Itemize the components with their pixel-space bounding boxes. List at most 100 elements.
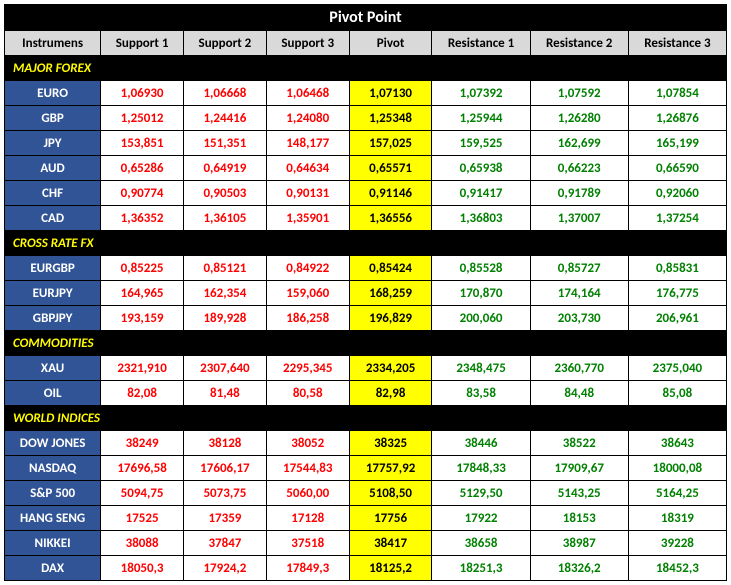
resistance3-cell: 38643 xyxy=(628,431,726,456)
header-row: InstrumensSupport 1Support 2Support 3Piv… xyxy=(5,31,727,56)
column-header: Resistance 2 xyxy=(530,31,628,56)
resistance1-cell: 83,58 xyxy=(432,381,530,406)
resistance2-cell: 1,07592 xyxy=(530,81,628,106)
pivot-cell: 17756 xyxy=(349,506,432,531)
pivot-cell: 1,36556 xyxy=(349,206,432,231)
support1-cell: 153,851 xyxy=(101,131,184,156)
resistance1-cell: 200,060 xyxy=(432,306,530,331)
support1-cell: 82,08 xyxy=(101,381,184,406)
resistance1-cell: 38658 xyxy=(432,531,530,556)
pivot-cell: 2334,205 xyxy=(349,356,432,381)
resistance2-cell: 1,26280 xyxy=(530,106,628,131)
resistance2-cell: 174,164 xyxy=(530,281,628,306)
resistance3-cell: 0,85831 xyxy=(628,256,726,281)
instrument-cell: S&P 500 xyxy=(5,481,101,506)
pivot-cell: 5108,50 xyxy=(349,481,432,506)
support2-cell: 37847 xyxy=(184,531,267,556)
data-row: EURO1,069301,066681,064681,071301,073921… xyxy=(5,81,727,106)
support2-cell: 5073,75 xyxy=(184,481,267,506)
data-row: JPY153,851151,351148,177157,025159,52516… xyxy=(5,131,727,156)
support3-cell: 0,84922 xyxy=(266,256,349,281)
section-header: WORLD INDICES xyxy=(5,406,727,431)
resistance2-cell: 18326,2 xyxy=(530,556,628,581)
instrument-cell: EURJPY xyxy=(5,281,101,306)
resistance2-cell: 38987 xyxy=(530,531,628,556)
instrument-cell: AUD xyxy=(5,156,101,181)
column-header: Resistance 1 xyxy=(432,31,530,56)
resistance2-cell: 0,91789 xyxy=(530,181,628,206)
support3-cell: 38052 xyxy=(266,431,349,456)
section-header: MAJOR FOREX xyxy=(5,56,727,81)
column-header: Support 3 xyxy=(266,31,349,56)
support3-cell: 2295,345 xyxy=(266,356,349,381)
instrument-cell: CHF xyxy=(5,181,101,206)
data-row: AUD0,652860,649190,646340,655710,659380,… xyxy=(5,156,727,181)
pivot-cell: 82,98 xyxy=(349,381,432,406)
support3-cell: 1,24080 xyxy=(266,106,349,131)
resistance1-cell: 0,85528 xyxy=(432,256,530,281)
support2-cell: 2307,640 xyxy=(184,356,267,381)
support1-cell: 1,06930 xyxy=(101,81,184,106)
support1-cell: 0,90774 xyxy=(101,181,184,206)
resistance1-cell: 2348,475 xyxy=(432,356,530,381)
instrument-cell: OIL xyxy=(5,381,101,406)
support3-cell: 17544,83 xyxy=(266,456,349,481)
resistance1-cell: 1,07392 xyxy=(432,81,530,106)
pivot-cell: 18125,2 xyxy=(349,556,432,581)
support2-cell: 1,36105 xyxy=(184,206,267,231)
resistance2-cell: 2360,770 xyxy=(530,356,628,381)
support3-cell: 5060,00 xyxy=(266,481,349,506)
resistance1-cell: 5129,50 xyxy=(432,481,530,506)
resistance1-cell: 159,525 xyxy=(432,131,530,156)
support3-cell: 159,060 xyxy=(266,281,349,306)
support1-cell: 0,85225 xyxy=(101,256,184,281)
support3-cell: 17128 xyxy=(266,506,349,531)
resistance1-cell: 170,870 xyxy=(432,281,530,306)
data-row: NIKKEI3808837847375183841738658389873922… xyxy=(5,531,727,556)
support2-cell: 151,351 xyxy=(184,131,267,156)
support3-cell: 1,06468 xyxy=(266,81,349,106)
instrument-cell: GBP xyxy=(5,106,101,131)
resistance2-cell: 38522 xyxy=(530,431,628,456)
pivot-cell: 1,25348 xyxy=(349,106,432,131)
resistance2-cell: 203,730 xyxy=(530,306,628,331)
pivot-cell: 168,259 xyxy=(349,281,432,306)
support3-cell: 1,35901 xyxy=(266,206,349,231)
column-header: Support 1 xyxy=(101,31,184,56)
support1-cell: 164,965 xyxy=(101,281,184,306)
resistance1-cell: 17848,33 xyxy=(432,456,530,481)
support2-cell: 0,85121 xyxy=(184,256,267,281)
pivot-cell: 196,829 xyxy=(349,306,432,331)
resistance3-cell: 165,199 xyxy=(628,131,726,156)
column-header: Support 2 xyxy=(184,31,267,56)
resistance2-cell: 0,66223 xyxy=(530,156,628,181)
data-row: DAX18050,317924,217849,318125,218251,318… xyxy=(5,556,727,581)
resistance3-cell: 2375,040 xyxy=(628,356,726,381)
data-row: GBP1,250121,244161,240801,253481,259441,… xyxy=(5,106,727,131)
support3-cell: 37518 xyxy=(266,531,349,556)
instrument-cell: CAD xyxy=(5,206,101,231)
support2-cell: 17359 xyxy=(184,506,267,531)
support2-cell: 38128 xyxy=(184,431,267,456)
section-name: CROSS RATE FX xyxy=(5,231,727,256)
resistance3-cell: 0,66590 xyxy=(628,156,726,181)
resistance3-cell: 0,92060 xyxy=(628,181,726,206)
column-header: Pivot xyxy=(349,31,432,56)
resistance1-cell: 17922 xyxy=(432,506,530,531)
support3-cell: 0,90131 xyxy=(266,181,349,206)
pivot-cell: 0,65571 xyxy=(349,156,432,181)
resistance3-cell: 176,775 xyxy=(628,281,726,306)
pivot-cell: 38417 xyxy=(349,531,432,556)
resistance3-cell: 85,08 xyxy=(628,381,726,406)
data-row: NASDAQ17696,5817606,1717544,8317757,9217… xyxy=(5,456,727,481)
pivot-cell: 17757,92 xyxy=(349,456,432,481)
instrument-cell: EURGBP xyxy=(5,256,101,281)
support2-cell: 1,06668 xyxy=(184,81,267,106)
instrument-cell: NIKKEI xyxy=(5,531,101,556)
data-row: S&P 5005094,755073,755060,005108,505129,… xyxy=(5,481,727,506)
resistance3-cell: 18319 xyxy=(628,506,726,531)
instrument-cell: HANG SENG xyxy=(5,506,101,531)
resistance2-cell: 5143,25 xyxy=(530,481,628,506)
resistance1-cell: 18251,3 xyxy=(432,556,530,581)
support1-cell: 1,36352 xyxy=(101,206,184,231)
